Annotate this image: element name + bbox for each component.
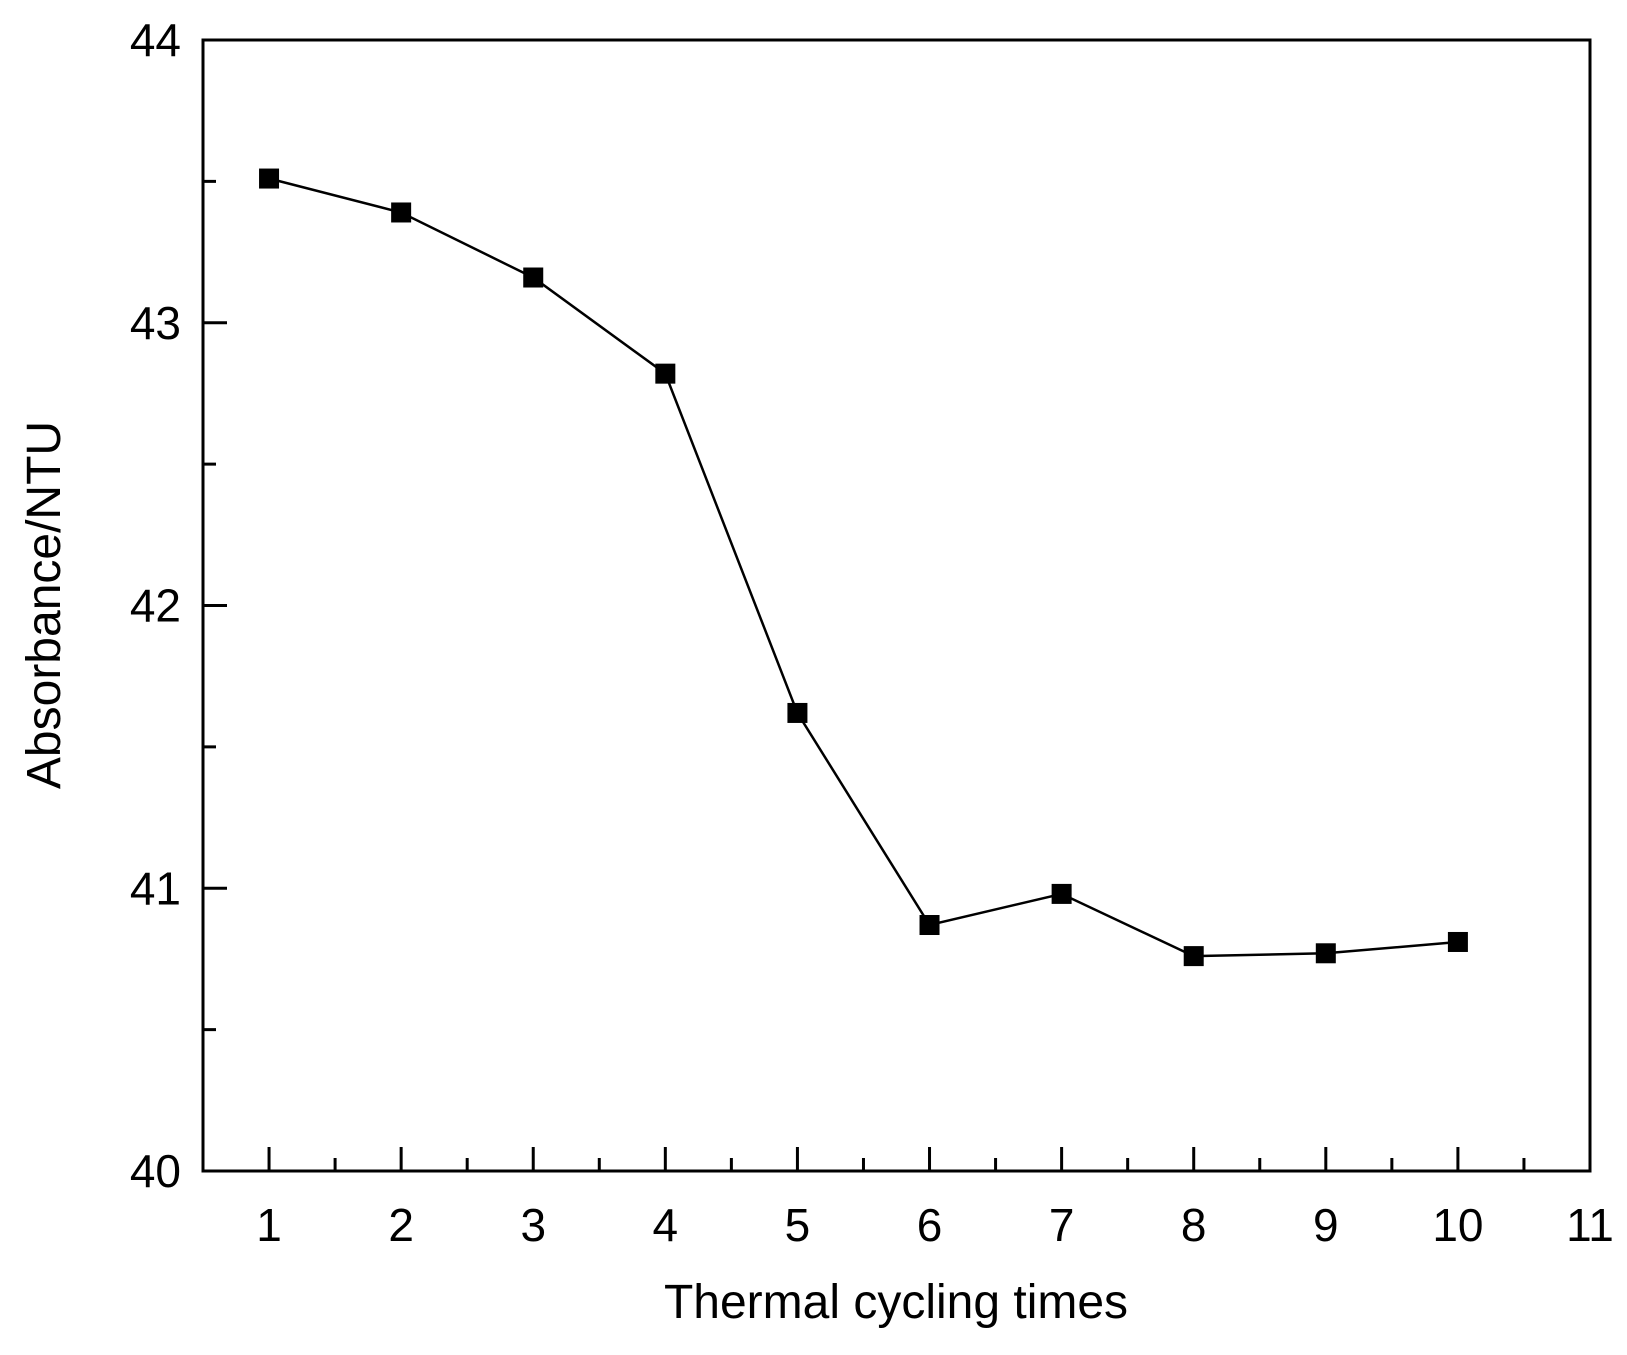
x-tick-label: 6 bbox=[917, 1199, 943, 1251]
y-tick-label: 40 bbox=[130, 1145, 181, 1197]
data-series bbox=[259, 168, 1468, 967]
data-point-marker bbox=[1051, 883, 1072, 904]
data-point-marker bbox=[655, 363, 676, 384]
data-point-marker bbox=[523, 267, 544, 288]
data-point-marker bbox=[1447, 931, 1468, 952]
data-point-marker bbox=[391, 202, 412, 223]
x-tick-label: 3 bbox=[520, 1199, 546, 1251]
y-axis-title: Absorbance/NTU bbox=[18, 421, 71, 789]
x-tick-labels: 1 2 3 4 5 6 7 8 9 10 11 bbox=[256, 1199, 1614, 1251]
data-point-marker bbox=[259, 168, 280, 189]
y-tick-labels: 40 41 42 43 44 bbox=[130, 14, 181, 1197]
x-tick-label: 1 bbox=[256, 1199, 282, 1251]
x-tick-label: 5 bbox=[785, 1199, 811, 1251]
x-tick-label: 9 bbox=[1313, 1199, 1339, 1251]
x-tick-label: 8 bbox=[1181, 1199, 1207, 1251]
data-point-marker bbox=[919, 915, 940, 936]
series-line bbox=[268, 177, 1459, 958]
x-axis-title: Thermal cycling times bbox=[664, 1276, 1128, 1329]
data-point-marker bbox=[787, 702, 808, 723]
x-tick-label: 2 bbox=[388, 1199, 414, 1251]
y-tick-label: 41 bbox=[130, 862, 181, 914]
y-tick-label: 43 bbox=[130, 297, 181, 349]
x-tick-label: 10 bbox=[1432, 1199, 1483, 1251]
x-tick-label: 11 bbox=[1566, 1199, 1614, 1251]
axis-ticks bbox=[203, 38, 1592, 1173]
x-tick-label: 7 bbox=[1049, 1199, 1075, 1251]
y-tick-label: 42 bbox=[130, 580, 181, 632]
y-tick-label: 44 bbox=[130, 14, 181, 66]
data-point-marker bbox=[1315, 943, 1336, 964]
data-point-marker bbox=[1183, 946, 1204, 967]
x-tick-label: 4 bbox=[653, 1199, 679, 1251]
